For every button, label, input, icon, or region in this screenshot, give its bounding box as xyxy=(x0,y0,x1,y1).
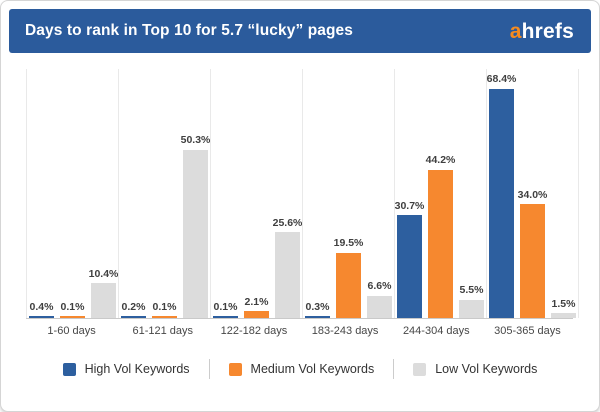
bar-slot: 0.3% xyxy=(305,69,330,318)
logo-text-hrefs: hrefs xyxy=(521,19,574,43)
bar-slot: 10.4% xyxy=(88,69,119,318)
x-axis-labels: 1-60 days 61-121 days 122-182 days 183-243 … xyxy=(26,325,573,337)
value-label: 0.1% xyxy=(152,300,177,313)
bar-low xyxy=(183,149,208,318)
bar-high xyxy=(213,316,238,318)
bar-group-61-121-days: 0.2% 0.1% 50.3% xyxy=(118,69,210,318)
header-bar: Days to rank in Top 10 for 5.7 “lucky” p… xyxy=(9,9,591,53)
bar-slot: 50.3% xyxy=(180,69,211,318)
value-label: 2.1% xyxy=(244,295,269,308)
x-axis-label: 61-121 days xyxy=(132,325,194,337)
bar-slot: 6.6% xyxy=(367,69,392,318)
bar-high xyxy=(121,316,146,318)
bar-low xyxy=(367,295,392,318)
bar-medium xyxy=(336,252,361,318)
value-label: 10.4% xyxy=(88,267,119,280)
bar-medium xyxy=(428,169,453,318)
value-label: 0.1% xyxy=(213,300,238,313)
legend-label: High Vol Keywords xyxy=(84,362,190,376)
bar-slot: 34.0% xyxy=(517,69,548,318)
chart-title: Days to rank in Top 10 for 5.7 “lucky” p… xyxy=(25,22,353,39)
legend-swatch-high xyxy=(62,362,76,376)
legend: High Vol Keywords Medium Vol Keywords Low … xyxy=(1,359,599,379)
ahrefs-logo: ahrefs xyxy=(510,21,574,42)
bar-slot: 2.1% xyxy=(244,69,269,318)
value-label: 0.1% xyxy=(60,300,85,313)
legend-swatch-medium xyxy=(228,362,242,376)
bar-low xyxy=(91,283,116,318)
value-label: 19.5% xyxy=(333,237,364,250)
bar-high xyxy=(305,316,330,318)
bar-high xyxy=(489,88,514,318)
value-label: 0.2% xyxy=(121,300,146,313)
plot-area: 0.4% 0.1% 10.4% 0.2% 0.1% 50.3% 0.1% 2.1% 25.6% 0… xyxy=(26,69,579,319)
bar-slot: 25.6% xyxy=(272,69,303,318)
bar-high xyxy=(29,316,54,318)
bar-slot: 1.5% xyxy=(551,69,576,318)
value-label: 6.6% xyxy=(367,280,392,293)
legend-item-low: Low Vol Keywords xyxy=(413,362,537,376)
value-label: 50.3% xyxy=(180,134,211,146)
value-label: 30.7% xyxy=(394,199,425,212)
bar-slot: 5.5% xyxy=(459,69,484,318)
x-axis-label: 183-243 days xyxy=(311,325,379,337)
legend-divider xyxy=(208,359,210,379)
x-axis-label: 305-365 days xyxy=(494,325,561,337)
x-axis-label: 244-304 days xyxy=(402,325,470,337)
bar-group-244-304-days: 30.7% 44.2% 5.5% xyxy=(394,69,486,318)
bar-high xyxy=(397,215,422,318)
value-label: 0.4% xyxy=(29,300,54,313)
bar-slot: 0.4% xyxy=(29,69,54,318)
bar-low xyxy=(551,313,576,318)
x-axis-label: 122-182 days xyxy=(220,325,288,337)
bar-slot: 0.1% xyxy=(213,69,238,318)
bar-medium xyxy=(60,316,85,318)
bar-group-183-243-days: 0.3% 19.5% 6.6% xyxy=(302,69,394,318)
bar-medium xyxy=(520,204,545,318)
value-label: 25.6% xyxy=(272,216,303,229)
bar-group-1-60-days: 0.4% 0.1% 10.4% xyxy=(26,69,118,318)
bar-group-305-365-days: 68.4% 34.0% 1.5% xyxy=(486,69,579,318)
bar-group-122-182-days: 0.1% 2.1% 25.6% xyxy=(210,69,302,318)
bar-slot: 0.1% xyxy=(152,69,177,318)
legend-divider xyxy=(393,359,395,379)
bar-slot: 30.7% xyxy=(394,69,425,318)
bar-slot: 0.1% xyxy=(60,69,85,318)
legend-swatch-low xyxy=(413,362,427,376)
logo-letter-a: a xyxy=(509,19,522,43)
bar-slot: 44.2% xyxy=(425,69,456,318)
bar-low xyxy=(275,232,300,318)
bar-slot: 19.5% xyxy=(333,69,364,318)
x-axis-label: 1-60 days xyxy=(47,325,96,337)
legend-label: Medium Vol Keywords xyxy=(250,362,375,376)
legend-label: Low Vol Keywords xyxy=(435,362,538,376)
value-label: 44.2% xyxy=(425,154,456,167)
legend-item-high: High Vol Keywords xyxy=(62,362,190,376)
bar-low xyxy=(459,299,484,318)
value-label: 34.0% xyxy=(517,188,548,201)
bar-medium xyxy=(152,316,177,318)
legend-item-medium: Medium Vol Keywords xyxy=(228,362,375,376)
value-label: 5.5% xyxy=(459,284,484,297)
bar-medium xyxy=(244,311,269,318)
bar-slot: 68.4% xyxy=(486,69,517,318)
value-label: 0.3% xyxy=(305,300,330,313)
bar-slot: 0.2% xyxy=(121,69,146,318)
value-label: 1.5% xyxy=(551,297,576,310)
value-label: 68.4% xyxy=(486,73,517,86)
